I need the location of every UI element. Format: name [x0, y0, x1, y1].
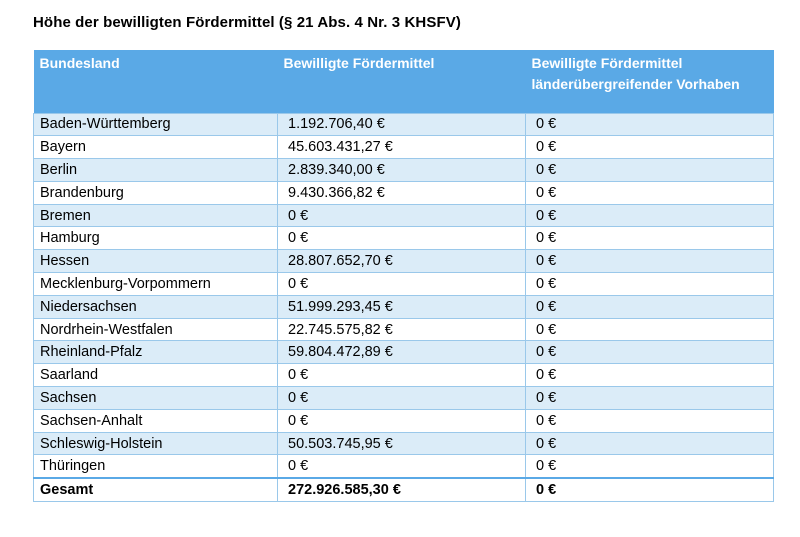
- total-label: Gesamt: [33, 476, 278, 503]
- header-bundesland: Bundesland: [33, 50, 278, 113]
- foerdermittel-cell: 0 €: [277, 454, 526, 479]
- foerdermittel-cell: 22.745.575,82 €: [277, 317, 526, 342]
- bundesland-cell: Saarland: [33, 363, 278, 388]
- bundesland-cell: Mecklenburg-Vorpommern: [33, 272, 278, 296]
- table-row: Sachsen-Anhalt 0 €0 €: [33, 408, 774, 433]
- table-row: Rheinland-Pfalz 59.804.472,89 €0 €: [33, 340, 774, 365]
- table-header-row: Bundesland Bewilligte Fördermittel Bewil…: [33, 50, 774, 113]
- bundesland-cell: Niedersachsen: [33, 294, 278, 319]
- table-row: Mecklenburg-Vorpommern 0 €0 €: [33, 272, 774, 296]
- funding-table: Bundesland Bewilligte Fördermittel Bewil…: [33, 50, 774, 503]
- foerdermittel-cell: 0 €: [277, 408, 526, 433]
- header-laenderuebergreifend: Bewilligte Fördermittel länderübergreife…: [525, 50, 774, 113]
- bundesland-cell: Schleswig-Holstein: [33, 431, 278, 456]
- bundesland-cell: Nordrhein-Westfalen: [33, 317, 278, 342]
- laenderuebergreifend-cell: 0 €: [525, 363, 774, 388]
- table-row: Baden-Württemberg 1.192.706,40 €0 €: [33, 112, 774, 137]
- bundesland-cell: Bayern: [33, 135, 278, 160]
- table-row: Nordrhein-Westfalen 22.745.575,82 €0 €: [33, 317, 774, 342]
- bundesland-cell: Hamburg: [33, 226, 278, 251]
- foerdermittel-cell: 45.603.431,27 €: [277, 135, 526, 160]
- table-row: Brandenburg 9.430.366,82 €0 €: [33, 180, 774, 205]
- bundesland-cell: Brandenburg: [33, 180, 278, 205]
- table-row: Berlin 2.839.340,00 €0 €: [33, 158, 774, 182]
- foerdermittel-cell: 9.430.366,82 €: [277, 180, 526, 205]
- bundesland-cell: Bremen: [33, 203, 278, 228]
- table-row: Bayern 45.603.431,27 €0 €: [33, 135, 774, 160]
- laenderuebergreifend-cell: 0 €: [525, 135, 774, 160]
- table-row: Hamburg 0 €0 €: [33, 226, 774, 251]
- laenderuebergreifend-cell: 0 €: [525, 294, 774, 319]
- page-title: Höhe der bewilligten Fördermittel (§ 21 …: [33, 14, 461, 31]
- bundesland-cell: Hessen: [33, 249, 278, 274]
- laenderuebergreifend-cell: 0 €: [525, 431, 774, 456]
- total-row: Gesamt 272.926.585,30 € 0 €: [33, 476, 774, 503]
- laenderuebergreifend-cell: 0 €: [525, 317, 774, 342]
- laenderuebergreifend-cell: 0 €: [525, 454, 774, 479]
- foerdermittel-cell: 1.192.706,40 €: [277, 112, 526, 137]
- laenderuebergreifend-cell: 0 €: [525, 112, 774, 137]
- foerdermittel-cell: 0 €: [277, 203, 526, 228]
- table-body: Baden-Württemberg 1.192.706,40 €0 € Bayern…: [33, 112, 774, 479]
- header-bewilligte-foerdermittel: Bewilligte Fördermittel: [277, 50, 526, 113]
- laenderuebergreifend-cell: 0 €: [525, 408, 774, 433]
- laenderuebergreifend-cell: 0 €: [525, 226, 774, 251]
- total-crossstate-value: 0 €: [525, 476, 774, 503]
- foerdermittel-cell: 0 €: [277, 363, 526, 388]
- foerdermittel-cell: 0 €: [277, 226, 526, 251]
- laenderuebergreifend-cell: 0 €: [525, 180, 774, 205]
- foerdermittel-cell: 51.999.293,45 €: [277, 294, 526, 319]
- laenderuebergreifend-cell: 0 €: [525, 340, 774, 365]
- bundesland-cell: Berlin: [33, 158, 278, 182]
- total-value: 272.926.585,30 €: [277, 476, 526, 503]
- laenderuebergreifend-cell: 0 €: [525, 386, 774, 410]
- foerdermittel-cell: 28.807.652,70 €: [277, 249, 526, 274]
- table-row: Thüringen 0 €0 €: [33, 454, 774, 479]
- table-row: Saarland 0 €0 €: [33, 363, 774, 388]
- bundesland-cell: Thüringen: [33, 454, 278, 479]
- table-row: Bremen 0 €0 €: [33, 203, 774, 228]
- table-row: Hessen 28.807.652,70 €0 €: [33, 249, 774, 274]
- foerdermittel-cell: 59.804.472,89 €: [277, 340, 526, 365]
- bundesland-cell: Sachsen: [33, 386, 278, 410]
- laenderuebergreifend-cell: 0 €: [525, 272, 774, 296]
- foerdermittel-cell: 0 €: [277, 272, 526, 296]
- laenderuebergreifend-cell: 0 €: [525, 158, 774, 182]
- foerdermittel-cell: 50.503.745,95 €: [277, 431, 526, 456]
- bundesland-cell: Sachsen-Anhalt: [33, 408, 278, 433]
- foerdermittel-cell: 0 €: [277, 386, 526, 410]
- bundesland-cell: Baden-Württemberg: [33, 112, 278, 137]
- bundesland-cell: Rheinland-Pfalz: [33, 340, 278, 365]
- laenderuebergreifend-cell: 0 €: [525, 203, 774, 228]
- foerdermittel-cell: 2.839.340,00 €: [277, 158, 526, 182]
- table-row: Niedersachsen 51.999.293,45 €0 €: [33, 294, 774, 319]
- laenderuebergreifend-cell: 0 €: [525, 249, 774, 274]
- table-row: Sachsen 0 €0 €: [33, 386, 774, 410]
- table-row: Schleswig-Holstein 50.503.745,95 €0 €: [33, 431, 774, 456]
